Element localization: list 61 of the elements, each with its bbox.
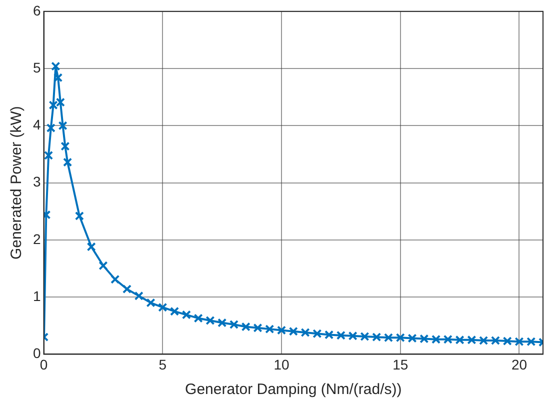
y-tick-label: 1 (32, 288, 41, 304)
point (408, 334, 417, 343)
point (60, 142, 70, 151)
point (218, 318, 227, 328)
point (288, 326, 298, 336)
point (58, 121, 68, 130)
point (63, 158, 72, 167)
point (56, 98, 65, 107)
point (490, 336, 500, 346)
point (86, 242, 96, 252)
point (467, 335, 476, 344)
point (44, 150, 54, 160)
point (348, 331, 358, 340)
point (396, 333, 405, 342)
point (514, 337, 524, 346)
point (194, 314, 203, 323)
point (134, 291, 144, 300)
point (324, 330, 334, 340)
point (336, 330, 346, 340)
y-tick-label: 4 (32, 116, 41, 133)
point (372, 332, 382, 342)
y-tick-label: 2 (32, 230, 41, 247)
point (300, 328, 310, 338)
point (479, 336, 488, 346)
point (182, 310, 191, 320)
x-tick-label: 5 (158, 356, 167, 372)
point (253, 323, 262, 332)
point (384, 333, 394, 342)
y-axis-title: Generated Power (kW) (8, 106, 26, 260)
point (420, 334, 429, 344)
point (526, 337, 536, 346)
point (265, 324, 274, 334)
y-tick-label: 6 (32, 2, 41, 18)
point (74, 211, 84, 220)
point (146, 298, 156, 308)
point (170, 306, 180, 316)
point (360, 332, 370, 342)
point (241, 322, 250, 332)
point (110, 274, 120, 284)
point (48, 100, 58, 110)
point (502, 336, 512, 346)
x-tick-label: 10 (274, 356, 290, 372)
x-axis-title: Generator Damping (Nm/(rad/s)) (185, 381, 402, 398)
point (122, 284, 132, 294)
point (312, 329, 322, 338)
point (46, 123, 56, 132)
point (54, 73, 63, 82)
point (455, 335, 464, 344)
point (158, 302, 168, 312)
y-tick-label: 5 (32, 59, 41, 76)
point (276, 326, 286, 335)
point (51, 62, 60, 71)
point (98, 261, 108, 270)
point (229, 320, 238, 330)
point (431, 334, 441, 344)
y-tick-label: 3 (32, 174, 41, 190)
y-tick-label: 0 (32, 345, 41, 362)
x-tick-label: 20 (511, 356, 528, 372)
point (443, 334, 452, 344)
x-tick-label: 15 (392, 356, 408, 372)
point (206, 316, 215, 326)
